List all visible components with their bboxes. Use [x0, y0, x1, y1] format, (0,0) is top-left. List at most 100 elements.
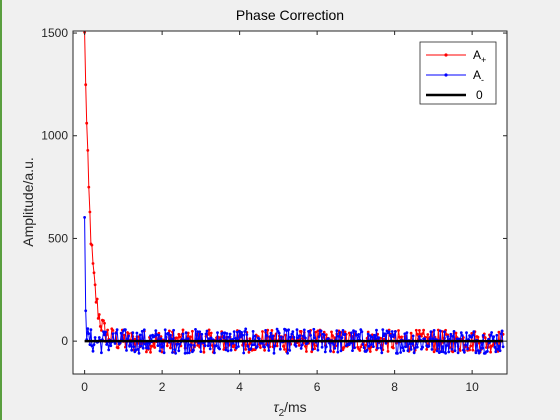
data-point	[228, 332, 232, 336]
data-point	[196, 344, 200, 347]
data-point	[463, 350, 466, 354]
data-point	[174, 351, 178, 355]
legend-item-zero: 0	[426, 88, 483, 102]
data-point	[153, 334, 157, 338]
data-point	[381, 328, 385, 331]
data-point	[340, 336, 344, 340]
data-point	[366, 332, 370, 336]
data-point	[330, 330, 333, 334]
data-point	[295, 328, 299, 332]
data-point	[213, 351, 216, 355]
data-point	[415, 345, 419, 349]
data-point	[351, 349, 354, 352]
data-point	[444, 351, 447, 355]
data-point	[376, 346, 379, 350]
data-point	[138, 333, 142, 337]
data-point	[316, 329, 320, 333]
data-point	[498, 349, 502, 353]
data-point	[275, 327, 279, 331]
data-point	[496, 350, 500, 353]
data-point	[328, 341, 331, 345]
y-axis-ticks: 0 500 1000 1500	[41, 26, 507, 348]
data-point	[243, 330, 247, 333]
data-point	[240, 331, 244, 334]
data-point	[103, 333, 106, 337]
data-point	[477, 351, 481, 355]
data-point	[316, 348, 320, 352]
data-point	[443, 330, 446, 334]
data-point	[221, 331, 225, 335]
data-point	[380, 351, 384, 355]
data-point	[284, 333, 287, 337]
data-point	[202, 350, 206, 354]
data-point	[435, 349, 439, 353]
data-point	[478, 349, 482, 353]
data-point	[263, 345, 266, 349]
data-point	[181, 332, 185, 336]
data-point	[92, 343, 96, 346]
data-point	[91, 349, 95, 353]
data-point	[236, 330, 239, 334]
data-point	[135, 331, 139, 335]
data-point	[200, 332, 204, 336]
data-point	[159, 335, 163, 338]
data-point	[159, 337, 163, 341]
data-point	[426, 333, 430, 336]
data-point	[447, 350, 451, 354]
data-point	[350, 331, 353, 335]
data-point	[83, 216, 86, 219]
data-point	[437, 351, 441, 354]
data-point	[134, 348, 138, 352]
data-point	[471, 348, 475, 352]
data-point	[342, 346, 346, 349]
data-point	[198, 330, 202, 334]
data-point	[485, 346, 488, 349]
legend-label-zero: 0	[476, 88, 483, 102]
data-point	[282, 344, 285, 348]
data-point	[497, 344, 501, 348]
data-point	[470, 335, 474, 339]
data-point	[210, 344, 214, 347]
data-point	[390, 330, 394, 333]
data-point	[403, 332, 407, 336]
data-point	[119, 331, 123, 335]
data-point	[310, 350, 314, 354]
data-point	[275, 344, 279, 348]
data-point	[245, 333, 249, 336]
data-point	[400, 335, 403, 339]
data-point	[332, 350, 335, 354]
data-point	[308, 329, 311, 333]
data-point	[489, 333, 492, 337]
data-point	[232, 330, 236, 333]
data-point	[459, 331, 463, 335]
data-point	[137, 351, 141, 355]
data-point	[432, 329, 436, 332]
data-point	[93, 336, 97, 339]
data-point	[414, 328, 418, 332]
data-point	[128, 344, 132, 348]
data-point	[222, 336, 226, 340]
data-point	[462, 348, 465, 352]
data-point	[360, 330, 364, 334]
data-point	[148, 342, 151, 346]
data-point	[370, 335, 374, 339]
data-point	[301, 334, 305, 338]
data-point	[398, 335, 401, 339]
data-point	[401, 346, 405, 350]
data-point	[465, 331, 468, 335]
data-point	[203, 344, 207, 348]
data-point	[216, 331, 219, 334]
data-point	[379, 336, 383, 340]
data-point	[458, 349, 462, 352]
data-point	[126, 337, 129, 341]
data-point	[163, 328, 167, 332]
data-point	[423, 337, 427, 341]
data-point	[493, 345, 497, 349]
data-point	[451, 335, 455, 338]
data-point	[156, 344, 160, 347]
data-point	[440, 350, 443, 353]
data-point	[199, 350, 203, 353]
data-point	[420, 334, 423, 338]
data-point	[231, 341, 235, 345]
data-point	[267, 349, 271, 352]
